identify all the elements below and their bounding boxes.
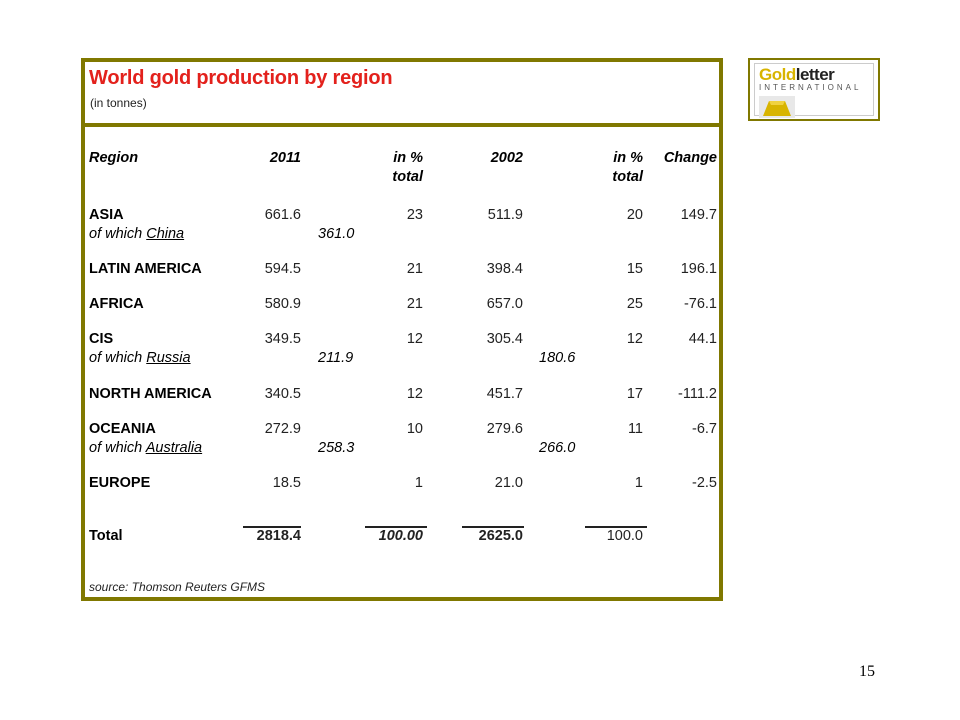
cell-v2002: 398.4 — [486, 261, 523, 277]
subregion-prefix: of which — [89, 440, 143, 456]
cell-v2011: 661.6 — [264, 207, 301, 223]
cell-v2002: 451.7 — [486, 386, 523, 402]
region-name: CIS — [89, 331, 114, 347]
header-pct-2011-a: in % — [393, 150, 423, 166]
total-rule-2011 — [243, 526, 301, 528]
cell-pct2002: 25 — [626, 296, 643, 312]
total-pct-2002: 100.0 — [606, 528, 643, 544]
total-pct-2011: 100.00 — [378, 528, 423, 544]
subregion-prefix: of which — [89, 350, 143, 366]
cell-v2002: 279.6 — [486, 421, 523, 437]
goldletter-logo: Goldletter INTERNATIONAL — [748, 58, 880, 121]
subregion-2011: 361.0 — [318, 226, 355, 242]
total-rule-pct-2011 — [365, 526, 427, 528]
cell-v2011: 340.5 — [264, 386, 301, 402]
table-title: World gold production by region — [89, 67, 393, 89]
cell-pct2002: 17 — [626, 386, 643, 402]
cell-pct2011: 23 — [406, 207, 423, 223]
cell-pct2002: 15 — [626, 261, 643, 277]
cell-pct2011: 21 — [406, 296, 423, 312]
cell-change: -111.2 — [678, 386, 717, 402]
cell-v2002: 511.9 — [487, 207, 523, 223]
region-name: OCEANIA — [89, 421, 156, 437]
cell-pct2002: 12 — [626, 331, 643, 347]
subregion-label: of which China — [89, 225, 184, 244]
cell-v2002: 21.0 — [494, 475, 523, 491]
subregion-label: of which Australia — [89, 439, 202, 458]
total-rule-2002 — [462, 526, 524, 528]
cell-v2011: 594.5 — [264, 261, 301, 277]
cell-v2011: 18.5 — [272, 475, 301, 491]
cell-pct2011: 10 — [406, 421, 423, 437]
subregion-2011: 211.9 — [318, 350, 354, 366]
subregion-label: of which Russia — [89, 349, 191, 368]
header-pct-2002-b: total — [612, 169, 643, 185]
source-note: source: Thomson Reuters GFMS — [89, 580, 266, 594]
cell-v2011: 580.9 — [264, 296, 301, 312]
region-name: AFRICA — [89, 296, 144, 312]
cell-change: 196.1 — [680, 261, 717, 277]
cell-pct2002: 11 — [627, 421, 643, 437]
subregion-country: Russia — [146, 350, 191, 366]
region-name: LATIN AMERICA — [89, 261, 202, 277]
page-number: 15 — [859, 663, 875, 680]
cell-change: -76.1 — [683, 296, 717, 312]
table-frame: World gold production by region (in tonn… — [81, 58, 723, 601]
total-rule-pct-2002 — [585, 526, 647, 528]
total-2002: 2625.0 — [478, 528, 523, 544]
gold-bar-icon — [759, 96, 795, 118]
title-band: World gold production by region (in tonn… — [85, 62, 719, 127]
subregion-2011: 258.3 — [318, 440, 355, 456]
region-name: EUROPE — [89, 475, 151, 491]
cell-change: 149.7 — [680, 207, 717, 223]
cell-v2011: 349.5 — [264, 331, 301, 347]
cell-pct2002: 1 — [634, 475, 643, 491]
cell-change: 44.1 — [688, 331, 717, 347]
subregion-2002: 180.6 — [539, 350, 576, 366]
total-label: Total — [89, 528, 123, 544]
subregion-country: Australia — [145, 440, 203, 456]
header-2002: 2002 — [490, 150, 523, 166]
cell-pct2011: 12 — [406, 331, 423, 347]
header-region: Region — [89, 150, 139, 166]
cell-v2002: 657.0 — [486, 296, 523, 312]
subregion-prefix: of which — [89, 226, 143, 242]
table-subtitle: (in tonnes) — [90, 96, 147, 110]
cell-v2002: 305.4 — [486, 331, 523, 347]
header-2011: 2011 — [269, 150, 301, 166]
cell-v2011: 272.9 — [264, 421, 301, 437]
logo-wordmark: Goldletter — [759, 65, 835, 84]
cell-pct2011: 12 — [406, 386, 423, 402]
cell-change: -6.7 — [692, 421, 717, 437]
cell-pct2011: 21 — [406, 261, 423, 277]
cell-pct2002: 20 — [626, 207, 643, 223]
cell-change: -2.5 — [692, 475, 717, 491]
header-change: Change — [663, 150, 717, 166]
cell-pct2011: 1 — [414, 475, 423, 491]
region-name: NORTH AMERICA — [89, 386, 212, 402]
subregion-2002: 266.0 — [539, 440, 576, 456]
region-name: ASIA — [89, 207, 124, 223]
header-pct-2011-b: total — [392, 169, 423, 185]
logo-subtitle: INTERNATIONAL — [759, 83, 862, 92]
header-pct-2002-a: in % — [613, 150, 643, 166]
subregion-country: China — [146, 226, 185, 242]
total-2011: 2818.4 — [256, 528, 301, 544]
